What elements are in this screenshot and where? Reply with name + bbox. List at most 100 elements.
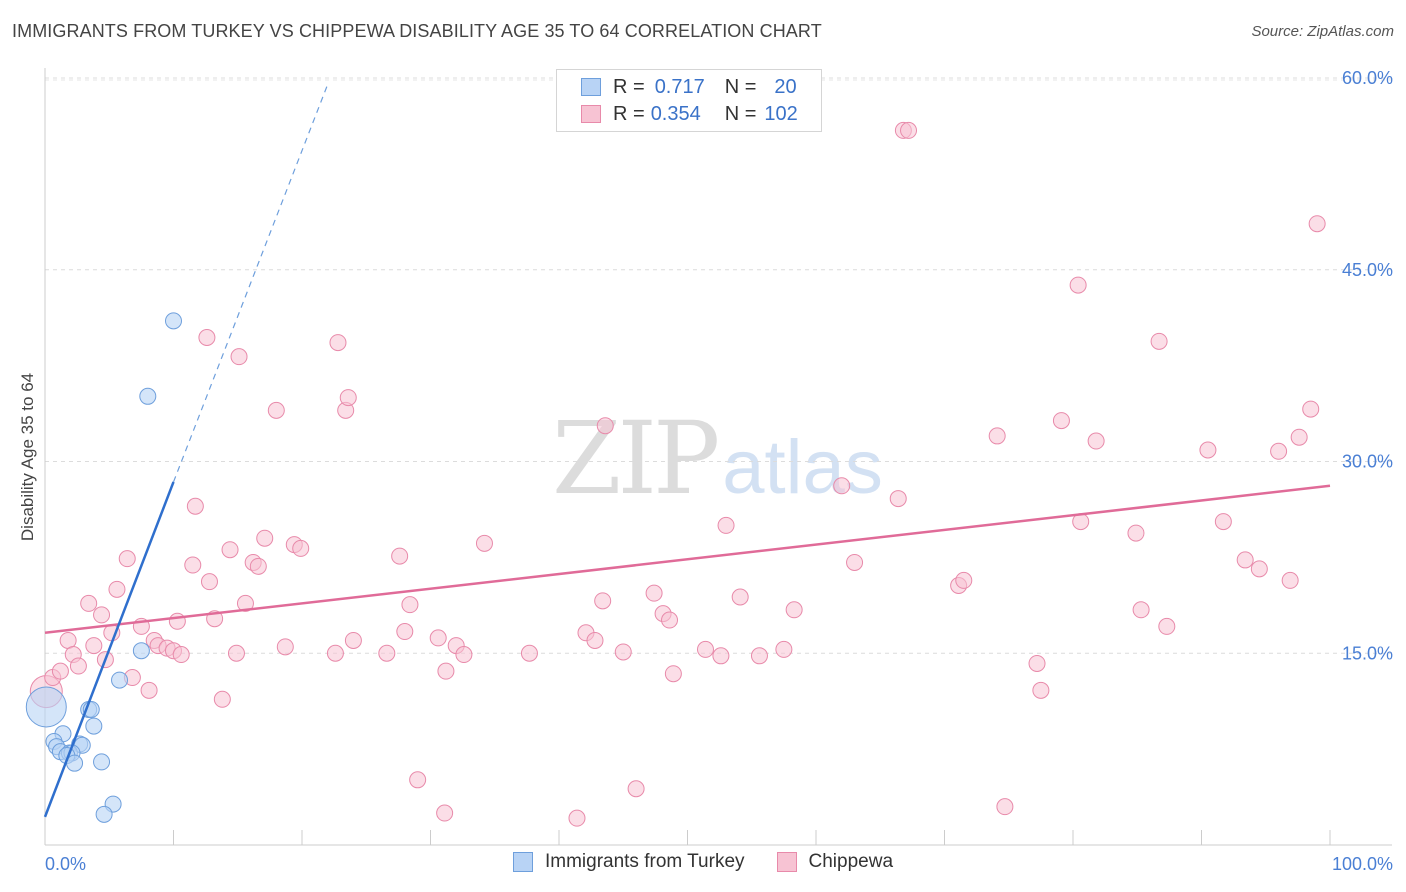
- turkey-point: [132, 642, 150, 660]
- chippewa-point: [168, 612, 186, 630]
- legend-n-value-chippewa: 102: [764, 102, 798, 125]
- chippewa-point: [661, 611, 679, 629]
- chippewa-point: [401, 596, 419, 614]
- chippewa-point: [51, 662, 69, 680]
- chippewa-point: [596, 417, 614, 435]
- y-tick-label: 30.0%: [1342, 452, 1393, 472]
- turkey-point: [95, 805, 113, 823]
- chippewa-point: [198, 329, 216, 347]
- chippewa-point: [140, 681, 158, 699]
- chippewa-point: [1236, 551, 1254, 569]
- series-swatch-chippewa: [776, 852, 797, 872]
- chippewa-point: [833, 477, 851, 495]
- chippewa-point: [1087, 432, 1105, 450]
- chippewa-point: [1158, 617, 1176, 635]
- chippewa-point: [717, 516, 735, 534]
- legend-swatch-turkey: [581, 78, 601, 96]
- chippewa-point: [1214, 513, 1232, 531]
- chippewa-point: [1199, 441, 1217, 459]
- legend: R = 0.717 N = 20 R = 0.354 N = 102: [556, 69, 822, 132]
- chippewa-point: [1052, 412, 1070, 430]
- legend-swatch-chippewa: [581, 105, 601, 123]
- chippewa-point: [344, 631, 362, 649]
- chippewa-point: [213, 690, 231, 708]
- legend-r-label: R =: [613, 75, 645, 98]
- chippewa-point: [256, 529, 274, 547]
- series-legend-chippewa: Chippewa: [776, 851, 894, 873]
- x-tick-label: 100.0%: [1332, 854, 1393, 874]
- chippewa-point: [627, 780, 645, 798]
- series-name-turkey: Immigrants from Turkey: [544, 851, 745, 872]
- chippewa-point: [172, 646, 190, 664]
- turkey-point: [25, 686, 67, 728]
- chippewa-point: [267, 401, 285, 419]
- legend-r-label: R =: [613, 102, 645, 125]
- chippewa-point: [568, 809, 586, 827]
- source-credit: Source: ZipAtlas.com: [1251, 23, 1394, 40]
- axes: [44, 68, 1392, 846]
- legend-row-chippewa: R = 0.354 N = 102: [581, 101, 798, 127]
- chippewa-point: [1032, 681, 1050, 699]
- y-tick-label: 15.0%: [1342, 643, 1393, 663]
- legend-row-turkey: R = 0.717 N = 20: [581, 74, 797, 100]
- chippewa-point: [996, 798, 1014, 816]
- chippewa-point: [645, 584, 663, 602]
- chippewa-point: [712, 647, 730, 665]
- chippewa-point: [429, 629, 447, 647]
- turkey-point: [85, 717, 103, 735]
- chippewa-point: [955, 571, 973, 589]
- chippewa-point: [988, 427, 1006, 445]
- chippewa-point: [249, 557, 267, 575]
- chippewa-point: [396, 623, 414, 641]
- y-tick-label: 45.0%: [1342, 260, 1393, 280]
- turkey-point: [93, 753, 111, 771]
- chippewa-point: [436, 804, 454, 822]
- chippewa-point: [378, 644, 396, 662]
- chippewa-point: [227, 644, 245, 662]
- chippewa-point: [775, 640, 793, 658]
- turkey-trend-extension: [172, 84, 329, 483]
- chippewa-point: [186, 497, 204, 515]
- chippewa-point: [1069, 276, 1087, 294]
- chippewa-point: [108, 580, 126, 598]
- chippewa-point: [1028, 654, 1046, 672]
- y-tick-label: 60.0%: [1342, 68, 1393, 88]
- chippewa-trend-line: [44, 484, 1331, 635]
- turkey-point: [165, 312, 182, 330]
- chippewa-point: [339, 389, 357, 407]
- chippewa-point: [80, 594, 98, 612]
- x-tick-label: 0.0%: [45, 854, 86, 874]
- watermark-zip: ZIP: [552, 400, 720, 517]
- series-legend: Immigrants from Turkey Chippewa: [0, 851, 1406, 873]
- chippewa-point: [614, 643, 632, 661]
- chippewa-point: [475, 534, 493, 552]
- chippewa-point: [93, 606, 111, 624]
- trend-lines: [43, 84, 1331, 818]
- watermark-atlas: atlas: [722, 425, 883, 510]
- chippewa-point: [594, 592, 612, 610]
- chippewa-point: [520, 644, 538, 662]
- chippewa-point: [236, 594, 254, 612]
- chippewa-point: [731, 588, 749, 606]
- chippewa-point: [664, 665, 682, 683]
- chippewa-point: [329, 334, 347, 352]
- chippewa-point: [69, 657, 87, 675]
- chippewa-point: [1290, 428, 1308, 446]
- chippewa-point: [85, 637, 103, 655]
- turkey-trend-line: [43, 481, 175, 818]
- turkey-point: [139, 387, 157, 405]
- chippewa-point: [221, 541, 239, 559]
- chippewa-point: [200, 573, 218, 591]
- chippewa-point: [1250, 560, 1268, 578]
- chippewa-point: [118, 550, 136, 568]
- chippewa-point: [1132, 601, 1150, 619]
- chippewa-point: [455, 646, 473, 664]
- legend-n-value-turkey: 20: [774, 75, 797, 98]
- chippewa-point: [900, 121, 918, 139]
- chippewa-point: [292, 539, 310, 557]
- chart-title: IMMIGRANTS FROM TURKEY VS CHIPPEWA DISAB…: [12, 21, 822, 41]
- series-legend-turkey: Immigrants from Turkey: [512, 851, 745, 873]
- series-name-chippewa: Chippewa: [808, 851, 894, 872]
- chippewa-point: [409, 771, 427, 789]
